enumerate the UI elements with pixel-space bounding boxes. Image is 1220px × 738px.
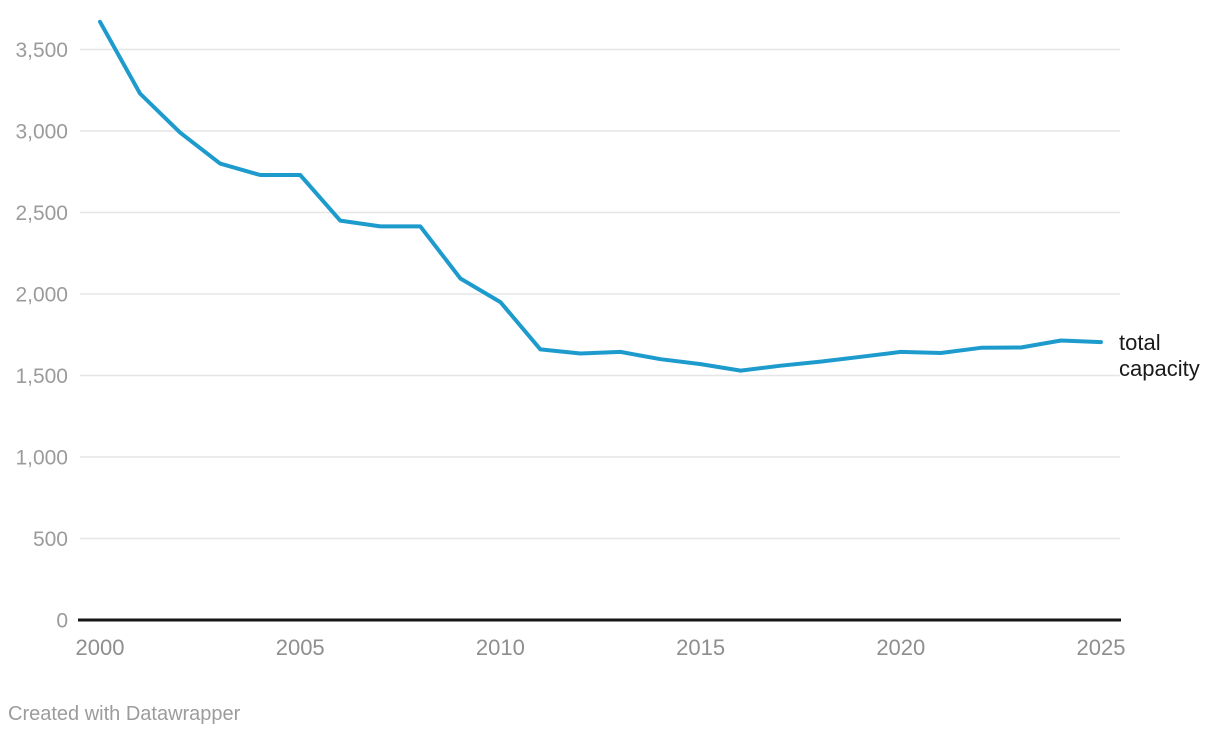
x-axis-tick-label: 2000 (76, 635, 125, 660)
y-axis-tick-label: 1,500 (15, 365, 68, 388)
x-axis-tick-label: 2020 (876, 635, 925, 660)
total-capacity-line (98, 19, 1103, 373)
footer-attribution: Created with Datawrapper (8, 703, 241, 725)
y-axis-tick-label: 1,000 (15, 447, 68, 470)
y-axis-tick-label: 0 (56, 610, 68, 633)
x-axis-tick-labels: 2000 2005 2010 2015 2020 2025 (76, 635, 1126, 660)
x-axis-tick-label: 2010 (476, 635, 525, 660)
gridlines (80, 48, 1120, 540)
y-axis-tick-label: 3,000 (15, 121, 68, 144)
y-axis-tick-label: 500 (33, 528, 68, 551)
y-axis-tick-labels: 0 500 1,000 1,500 2,000 2,500 3,000 3,500 (15, 39, 68, 633)
series-label: total capacity (1119, 330, 1200, 381)
y-axis-tick-label: 2,500 (15, 202, 68, 225)
y-axis-tick-label: 3,500 (15, 39, 68, 62)
x-axis-tick-label: 2005 (276, 635, 325, 660)
y-axis-tick-label: 2,000 (15, 284, 68, 307)
x-axis-tick-label: 2025 (1077, 635, 1126, 660)
x-axis-tick-label: 2015 (676, 635, 725, 660)
